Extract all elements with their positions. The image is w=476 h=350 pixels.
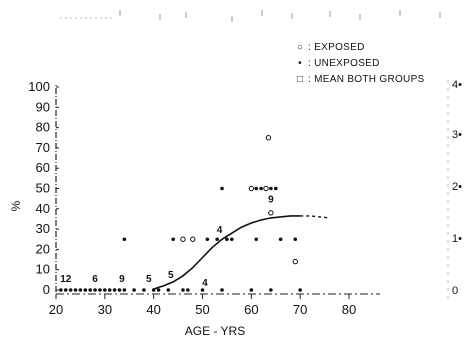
y-tick-label: 70 [36,140,50,155]
y-tick-label: 20 [36,241,50,256]
mean-curve-dashed [300,215,330,219]
unexposed-point [122,288,127,292]
unexposed-point [151,288,156,292]
unexposed-point [98,288,102,292]
unexposed-point [215,237,219,242]
data-points [59,135,302,292]
exposed-point [263,185,269,192]
unexposed-point [200,288,205,292]
unexposed-point [78,288,83,292]
legend-marker: □ [297,74,303,85]
y-tick-label: 80 [36,120,50,135]
unexposed-point [269,186,273,191]
legend-marker: ○ [297,42,303,53]
y-tick-label: 10 [36,262,50,277]
unexposed-point [156,288,161,292]
unexposed-point [73,288,78,292]
count-annotation: 12 [60,274,72,285]
unexposed-point [171,237,175,242]
unexposed-point [249,288,254,292]
legend-marker: • [298,58,302,69]
unexposed-point [205,237,210,242]
count-annotation: 9 [119,274,125,285]
mean-curve [153,215,330,290]
unexposed-point [273,186,278,191]
unexposed-point [293,237,298,242]
right-tick-label: 0 [452,285,458,297]
x-tick-label: 20 [49,302,63,317]
exposed-point [268,210,274,216]
unexposed-point [225,237,229,242]
unexposed-point [117,288,122,292]
unexposed-point [122,237,127,242]
x-axis-label: AGE - YRS [185,324,245,338]
right-tick-label: 1• [452,233,462,245]
unexposed-point [259,186,263,191]
count-annotation: 6 [92,274,98,285]
unexposed-point [132,288,136,292]
unexposed-point [254,237,259,242]
y-tick-label: 90 [36,99,50,114]
y-tick-label: 30 [36,221,50,236]
exposed-point [292,258,298,265]
unexposed-point [254,186,259,191]
count-annotation: 4 [217,225,223,236]
right-tick-label: 2• [452,181,462,193]
count-annotation: 5 [168,270,174,281]
y-tick-label: 60 [36,160,50,175]
unexposed-point [107,288,112,292]
count-annotation: 4 [202,278,208,289]
unexposed-point [269,288,273,292]
legend: ○ : EXPOSED • : UNEXPOSED □ : MEAN BOTH GROUP… [297,42,425,85]
y-axis-label: % [9,200,23,211]
right-ticks: 0 1• 2• 3• 4• [452,79,462,297]
y-tick-label: 0 [43,282,50,297]
y-tick-label: 100 [28,79,50,94]
count-annotation: 5 [146,274,152,285]
exposed-point [180,236,186,242]
unexposed-point [112,288,117,292]
unexposed-point [88,288,92,292]
legend-label: : EXPOSED [308,42,365,53]
x-tick-label: 60 [244,302,258,317]
y-tick-label: 50 [36,181,50,196]
unexposed-point [166,288,171,292]
unexposed-point [63,288,68,292]
legend-label: : MEAN BOTH GROUPS [308,74,425,85]
x-tick-label: 70 [293,302,307,317]
x-tick-label: 80 [342,302,356,317]
right-tick-label: 4• [452,79,462,91]
scan-speckles [60,10,441,22]
unexposed-point [142,288,146,292]
exposed-point [190,236,196,242]
x-ticks: 20 30 40 50 60 70 80 [49,294,356,317]
count-annotation: 9 [268,195,274,206]
x-tick-label: 30 [98,302,112,317]
y-tick-label: 40 [36,201,50,216]
unexposed-point [93,288,97,292]
unexposed-point [103,288,107,292]
y-ticks: 0 10 20 30 40 50 60 70 80 90 100 [28,79,59,297]
x-tick-label: 40 [146,302,160,317]
unexposed-point [220,186,224,191]
unexposed-point [68,288,73,292]
unexposed-point [59,288,63,292]
unexposed-point [278,237,283,242]
legend-label: : UNEXPOSED [308,58,380,69]
exposed-point [265,135,272,141]
mean-curve-line [153,215,301,290]
axes [55,80,449,300]
right-tick-label: 3• [452,129,462,141]
exposed-point [248,185,255,192]
unexposed-point [181,288,185,292]
unexposed-point [230,237,234,242]
unexposed-point [186,288,190,292]
unexposed-point [220,288,224,292]
x-tick-label: 50 [195,302,209,317]
unexposed-point [83,288,88,292]
unexposed-point [298,288,302,292]
annotations: 12 6 9 5 5 4 4 9 [60,195,274,289]
